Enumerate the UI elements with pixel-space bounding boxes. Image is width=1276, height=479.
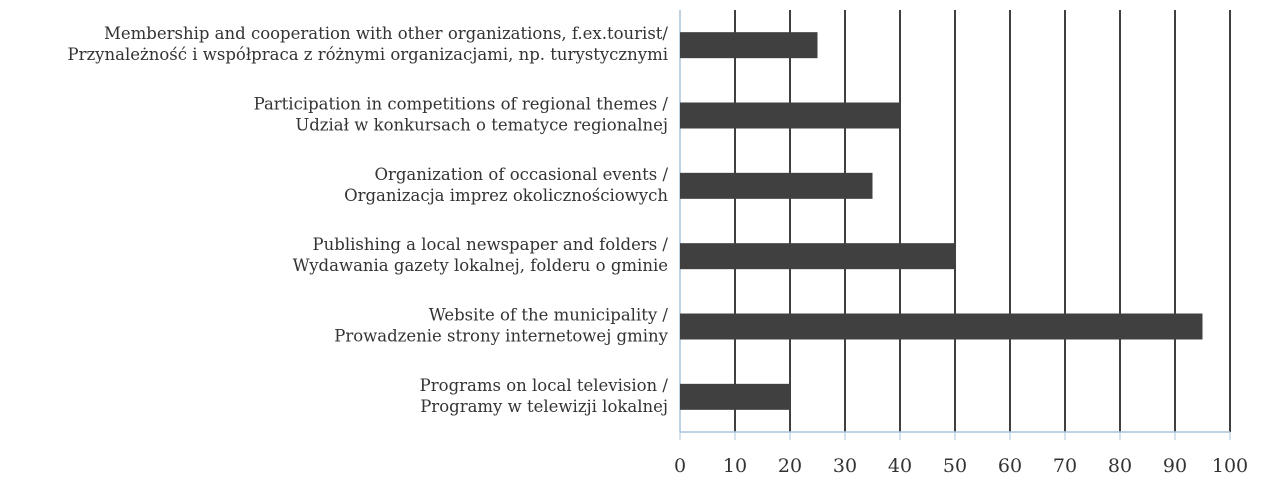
y-tick-label: Wydawania gazety lokalnej, folderu o gmi… [293, 256, 668, 275]
bar [680, 32, 818, 59]
y-tick-label: Organization of occasional events / [374, 165, 668, 184]
x-tick-label: 30 [833, 455, 857, 477]
x-tick-label: 90 [1163, 455, 1187, 477]
y-tick-label: Programs on local television / [420, 376, 669, 395]
bar [680, 383, 790, 410]
x-tick-label: 80 [1108, 455, 1132, 477]
x-tick-label: 0 [674, 455, 686, 477]
x-tick-label: 40 [888, 455, 912, 477]
bar [680, 102, 900, 129]
y-tick-label: Participation in competitions of regiona… [254, 95, 669, 114]
x-tick-label: 70 [1053, 455, 1077, 477]
y-tick-label: Przynależność i współpraca z różnymi org… [68, 45, 669, 64]
y-tick-label: Programy w telewizji lokalnej [420, 397, 668, 416]
bar [680, 243, 955, 270]
y-tick-label: Membership and cooperation with other or… [104, 24, 668, 43]
y-tick-label: Udział w konkursach o tematyce regionaln… [295, 116, 668, 135]
x-tick-label: 20 [778, 455, 802, 477]
y-tick-label: Prowadzenie strony internetowej gminy [334, 327, 668, 346]
x-tick-label: 50 [943, 455, 967, 477]
bar [680, 313, 1203, 340]
y-tick-label: Publishing a local newspaper and folders… [313, 235, 669, 254]
x-tick-label: 60 [998, 455, 1022, 477]
y-tick-label: Website of the municipality / [429, 306, 669, 325]
x-tick-label: 100 [1212, 455, 1248, 477]
bar [680, 172, 873, 199]
y-tick-label: Organizacja imprez okolicznościowych [344, 186, 668, 205]
x-tick-label: 10 [723, 455, 747, 477]
